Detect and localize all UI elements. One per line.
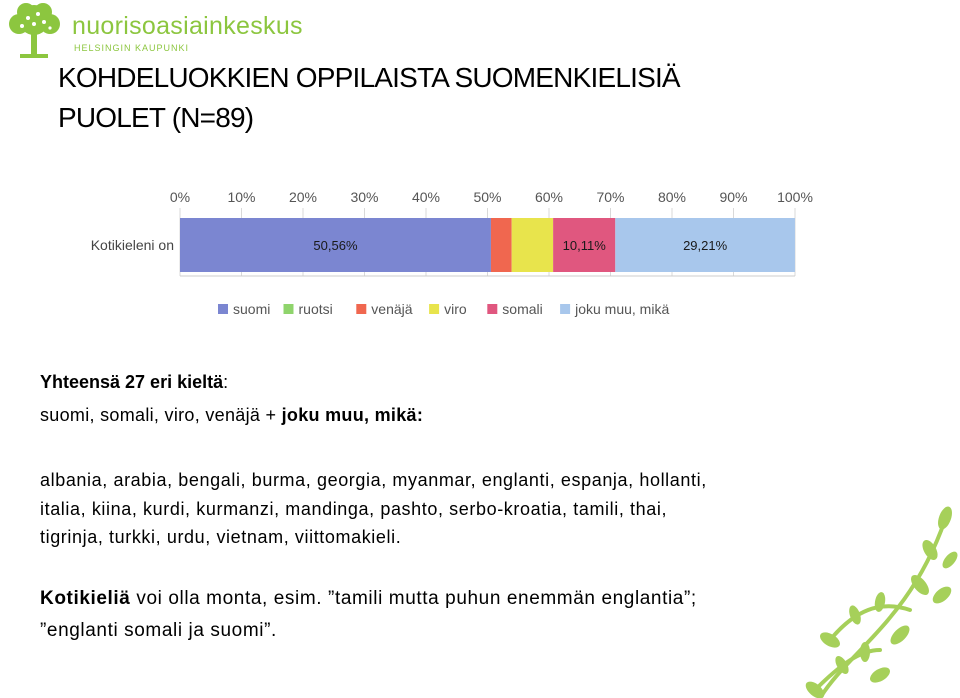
legend-swatch: [429, 304, 440, 314]
legend-swatch: [218, 304, 228, 314]
x-tick-label: 20%: [289, 189, 317, 205]
bar-segment: [490, 218, 512, 272]
logo-subtitle: HELSINGIN KAUPUNKI: [74, 43, 190, 53]
x-tick-label: 10%: [227, 189, 255, 205]
legend-swatch: [283, 304, 294, 314]
total-languages-line: Yhteensä 27 eri kieltä:: [40, 372, 228, 393]
data-label: 50,56%: [313, 238, 358, 253]
language-list-line-2: italia, kiina, kurdi, kurmanzi, mandinga…: [40, 499, 668, 519]
x-tick-label: 80%: [658, 189, 686, 205]
logo: nuorisoasiainkeskus HELSINGIN KAUPUNKI: [4, 2, 324, 62]
home-languages-note-rest: voi olla monta, esim. ”tamili mutta puhu…: [130, 588, 697, 609]
legend-label: joku muu, mikä: [574, 301, 669, 317]
main-languages-line: suomi, somali, viro, venäjä + joku muu, …: [40, 405, 423, 426]
x-tick-label: 40%: [412, 189, 440, 205]
data-label: 10,11%: [563, 238, 607, 253]
x-tick-label: 30%: [350, 189, 378, 205]
chart-container: 0% 10% 20% 30% 40% 50% 60% 70% 80% 90% 100% Kotikie…: [60, 180, 820, 335]
main-languages-plain: suomi, somali, viro, venäjä +: [40, 405, 282, 425]
bar-segment: [553, 218, 616, 272]
total-languages-colon: :: [223, 372, 229, 392]
legend-swatch: [356, 304, 367, 314]
legend-swatch: [487, 304, 498, 314]
language-list-line-3: tigrinja, turkki, urdu, vietnam, viittom…: [40, 527, 402, 547]
leaf-branch-icon: [805, 506, 958, 698]
title-line-2: PUOLET (N=89): [58, 102, 254, 133]
bar-segment: [615, 218, 795, 272]
category-label: Kotikieleni on: [91, 237, 174, 253]
stacked-bar-chart: 0% 10% 20% 30% 40% 50% 60% 70% 80% 90% 100% Kotikie…: [91, 189, 813, 317]
legend-label: somali: [502, 301, 542, 317]
total-languages-bold: Yhteensä 27 eri kieltä: [40, 372, 224, 392]
tree-logo-icon: [9, 3, 60, 58]
home-languages-note-bold: Kotikieliä: [40, 588, 131, 609]
x-tick-label: 70%: [596, 189, 624, 205]
title-line-1: KOHDELUOKKIEN OPPILAISTA SUOMENKIELISIÄ: [58, 62, 681, 93]
home-languages-note-line-2: ”englanti somali ja suomi”.: [40, 620, 277, 641]
bar-segment: [511, 218, 554, 272]
legend-label: suomi: [233, 301, 270, 317]
legend-label: viro: [444, 301, 467, 317]
x-tick-label: 60%: [535, 189, 563, 205]
data-label: 29,21%: [683, 238, 728, 253]
x-tick-label: 50%: [473, 189, 501, 205]
x-tick-label: 90%: [719, 189, 747, 205]
bar-segment: [180, 218, 491, 272]
logo-name: nuorisoasiainkeskus: [72, 12, 303, 40]
x-tick-label: 100%: [777, 189, 813, 205]
legend-label: ruotsi: [299, 301, 333, 317]
main-languages-bold: joku muu, mikä:: [281, 405, 424, 425]
x-tick-label: 0%: [170, 189, 190, 205]
language-list-line-1: albania, arabia, bengali, burma, georgia…: [40, 470, 707, 490]
legend-label: venäjä: [371, 301, 412, 317]
legend-swatch: [560, 304, 571, 314]
home-languages-note-line-1: Kotikieliä voi olla monta, esim. ”tamili…: [40, 588, 697, 610]
page-title: KOHDELUOKKIEN OPPILAISTA SUOMENKIELISIÄ …: [58, 58, 681, 138]
